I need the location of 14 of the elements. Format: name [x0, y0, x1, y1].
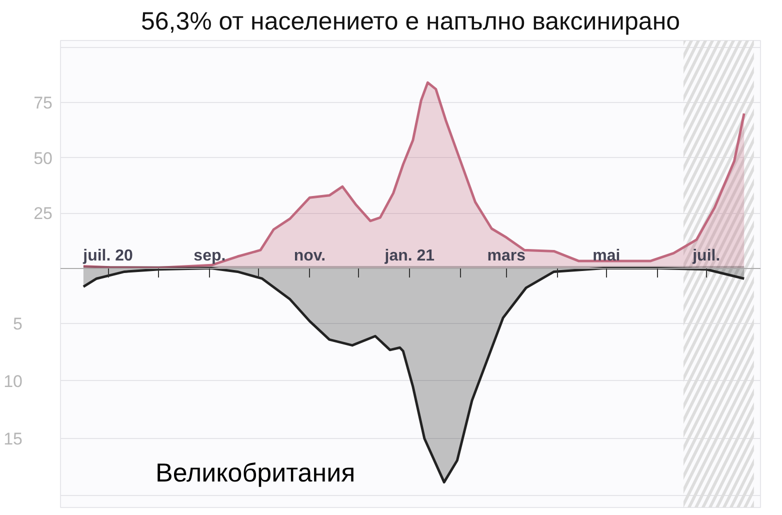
- x-tick-label: jan. 21: [384, 247, 435, 264]
- y2-tick-label: 5: [13, 314, 23, 334]
- y-tick-label: 50: [34, 148, 53, 168]
- y-tick-label: 75: [34, 93, 53, 112]
- x-tick-label: sep.: [194, 247, 226, 264]
- x-tick-label: mars: [487, 247, 526, 264]
- y-tick-label: 25: [34, 204, 53, 224]
- chart-title: 56,3% от населението е напълно ваксинирано: [140, 8, 680, 36]
- y2-tick-label: 10: [4, 372, 23, 391]
- x-tick-label: nov.: [294, 247, 326, 264]
- annotation: Великобритания: [156, 458, 356, 488]
- y2-tick-label: 15: [4, 429, 23, 448]
- x-tick-label: juil. 20: [82, 247, 134, 264]
- x-tick-label: juil.: [692, 247, 720, 264]
